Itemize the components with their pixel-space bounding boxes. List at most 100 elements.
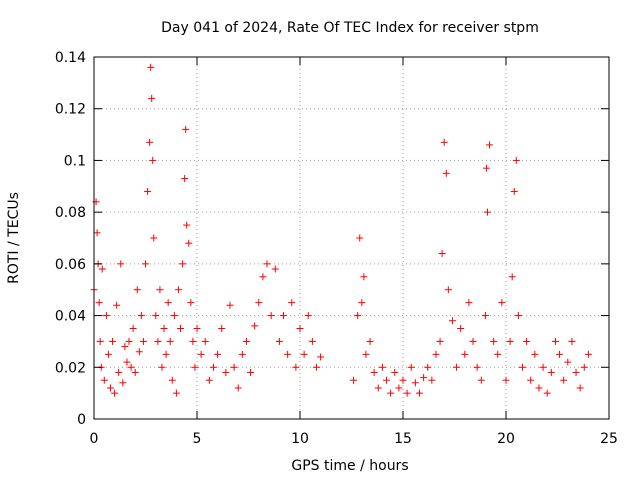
data-point	[502, 376, 510, 384]
plot-frame	[93, 56, 610, 420]
data-point	[453, 363, 461, 371]
data-point	[551, 337, 559, 345]
data-point	[572, 368, 580, 376]
data-point	[481, 312, 489, 320]
data-point	[494, 350, 502, 358]
data-point	[214, 350, 222, 358]
data-point	[444, 286, 452, 294]
y-tick-label: 0.12	[55, 102, 86, 118]
x-axis-label: GPS time / hours	[291, 458, 408, 474]
data-point	[477, 376, 485, 384]
data-point	[111, 389, 119, 397]
data-point	[121, 343, 129, 351]
data-point	[378, 363, 386, 371]
data-point	[193, 325, 201, 332]
data-point	[133, 286, 141, 294]
y-tick-label: 0.14	[55, 50, 86, 66]
data-point	[498, 299, 506, 307]
data-point	[185, 239, 193, 247]
data-point	[209, 363, 217, 371]
data-point	[547, 368, 555, 376]
data-point	[387, 389, 395, 397]
data-point	[226, 301, 234, 309]
data-point	[473, 363, 481, 371]
data-point	[399, 376, 407, 384]
y-tick-label: 0.1	[64, 153, 86, 169]
data-point	[247, 368, 255, 376]
data-point	[523, 337, 531, 345]
data-point	[360, 273, 368, 281]
data-point	[465, 299, 473, 307]
data-point	[182, 125, 190, 133]
x-tick-label: 10	[291, 431, 309, 447]
data-point	[146, 138, 154, 146]
data-point	[93, 229, 101, 237]
data-point	[168, 376, 176, 384]
data-point	[174, 286, 182, 294]
data-point	[172, 389, 180, 397]
data-point	[374, 384, 382, 392]
data-point	[543, 389, 551, 397]
data-point	[407, 363, 415, 371]
data-point	[457, 325, 465, 332]
data-point	[150, 234, 158, 242]
data-point	[420, 374, 428, 382]
data-point	[438, 250, 446, 258]
data-point	[234, 384, 242, 392]
data-point	[508, 273, 516, 281]
data-point	[113, 301, 121, 309]
data-point	[170, 312, 178, 320]
data-point	[469, 337, 477, 345]
y-axis-label: ROTI / TECUs	[6, 192, 22, 284]
data-point	[300, 350, 308, 358]
data-point	[158, 363, 166, 371]
data-point	[284, 350, 292, 358]
data-point	[201, 337, 209, 345]
data-point	[96, 337, 104, 345]
axis-ticks: 0 5 10 15 20 25 0 0.02 0.04 0.06 0.08 0.1 0.12 0.14	[55, 50, 618, 447]
data-point	[482, 164, 490, 172]
data-point	[461, 350, 469, 358]
data-point	[189, 337, 197, 345]
y-tick-label: 0.08	[55, 205, 86, 221]
grid-lines	[94, 57, 609, 419]
data-point	[514, 312, 522, 320]
data-point	[483, 208, 491, 216]
data-point	[152, 312, 160, 320]
data-point	[162, 350, 170, 358]
data-point	[366, 337, 374, 345]
data-point	[370, 368, 378, 376]
data-point	[183, 221, 191, 229]
data-point	[428, 376, 436, 384]
data-point	[358, 299, 366, 307]
data-point	[490, 337, 498, 345]
data-point	[564, 358, 572, 366]
data-point	[436, 337, 444, 345]
data-point	[179, 260, 187, 268]
data-point	[197, 350, 205, 358]
data-point	[142, 260, 149, 268]
data-point	[242, 337, 250, 345]
data-point	[304, 312, 312, 320]
data-point	[510, 187, 518, 195]
data-point	[102, 312, 110, 320]
data-point	[560, 376, 568, 384]
data-point	[415, 389, 423, 397]
y-tick-label: 0.06	[55, 257, 86, 273]
x-tick-label: 20	[497, 431, 515, 447]
data-point	[154, 337, 162, 345]
data-point	[137, 312, 145, 320]
data-point	[187, 299, 195, 307]
data-point	[391, 368, 399, 376]
data-point	[149, 156, 157, 164]
data-point	[440, 138, 448, 146]
data-point	[230, 363, 238, 371]
y-tick-label: 0.02	[55, 360, 86, 376]
data-point	[95, 299, 103, 307]
data-point	[354, 312, 362, 320]
x-tick-label: 15	[394, 431, 412, 447]
data-point	[267, 312, 275, 320]
data-point	[144, 187, 152, 195]
